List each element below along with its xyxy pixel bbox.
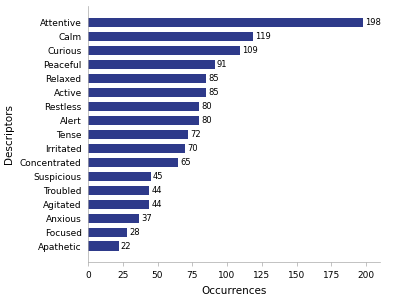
Text: 80: 80 [201,116,212,125]
Bar [88,116,199,125]
Text: 44: 44 [151,200,162,209]
Y-axis label: Descriptors: Descriptors [4,104,14,164]
Bar [88,130,188,139]
Text: 44: 44 [151,186,162,195]
Text: 80: 80 [201,102,212,111]
Bar [88,186,149,195]
Bar [88,172,150,181]
Text: 119: 119 [256,32,271,41]
Text: 198: 198 [366,18,381,27]
Text: 37: 37 [142,214,152,223]
Bar [88,158,178,167]
Text: 85: 85 [208,74,219,83]
Bar [88,102,199,111]
Text: 85: 85 [208,88,219,97]
Text: 72: 72 [190,130,201,139]
Text: 28: 28 [129,228,140,237]
Bar [88,88,206,97]
Text: 65: 65 [180,158,191,167]
Text: 70: 70 [188,144,198,153]
Bar [88,60,214,69]
Bar [88,227,127,237]
Text: 22: 22 [121,242,131,251]
Text: 45: 45 [153,172,163,181]
X-axis label: Occurrences: Occurrences [201,286,267,296]
Bar [88,144,185,153]
Bar [88,32,254,41]
Bar [88,200,149,209]
Bar [88,74,206,83]
Bar [88,241,118,251]
Bar [88,46,240,55]
Bar [88,18,363,27]
Text: 91: 91 [217,60,227,69]
Bar [88,213,140,223]
Text: 109: 109 [242,46,257,55]
